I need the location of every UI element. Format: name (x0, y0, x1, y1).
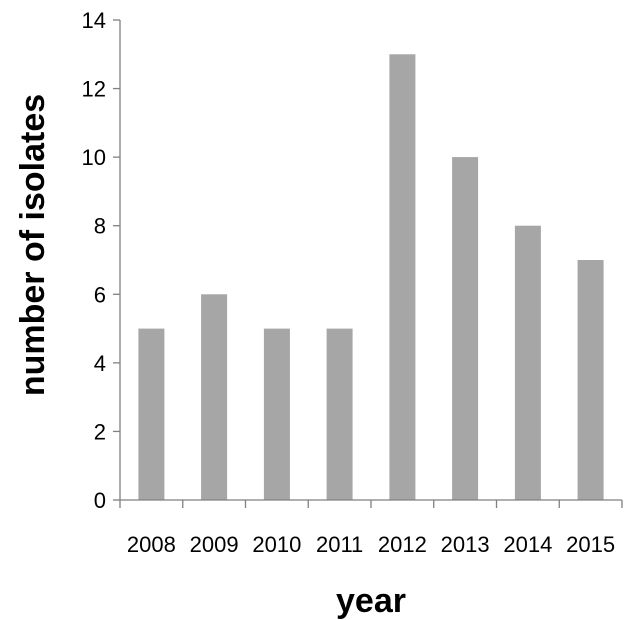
x-tick-label: 2010 (252, 532, 301, 557)
y-tick-label: 0 (94, 488, 106, 513)
y-tick-label: 12 (82, 77, 106, 102)
bar-2015 (577, 260, 604, 500)
x-axis-title: year (336, 582, 406, 620)
y-axis-title: number of isolates (14, 94, 52, 396)
bar-2013 (452, 157, 479, 500)
bars (138, 54, 604, 501)
x-tick-label: 2009 (190, 532, 239, 557)
bar-2014 (514, 225, 541, 500)
x-tick-label: 2011 (316, 532, 363, 557)
y-tick-label: 4 (94, 351, 106, 376)
y-tick-label: 14 (82, 8, 106, 33)
bar-2010 (263, 328, 290, 500)
y-tick-label: 8 (94, 214, 106, 239)
bar-2008 (138, 328, 165, 500)
y-tick-label: 6 (94, 282, 106, 307)
bar-2011 (326, 328, 353, 500)
y-tick-label: 10 (82, 145, 106, 170)
bar-2009 (201, 294, 228, 500)
y-ticks: 0 2 4 6 8 10 12 14 (82, 8, 120, 513)
x-tick-label: 2013 (441, 532, 490, 557)
x-tick-label: 2015 (566, 532, 615, 557)
y-tick-label: 2 (94, 419, 106, 444)
bar-2012 (389, 54, 416, 501)
axes (119, 20, 622, 501)
x-tick-label: 2012 (378, 532, 427, 557)
x-tick-label: 2008 (127, 532, 176, 557)
x-ticks: 2008 2009 2010 2011 2012 2013 2014 2015 (119, 500, 623, 557)
x-tick-label: 2014 (503, 532, 552, 557)
